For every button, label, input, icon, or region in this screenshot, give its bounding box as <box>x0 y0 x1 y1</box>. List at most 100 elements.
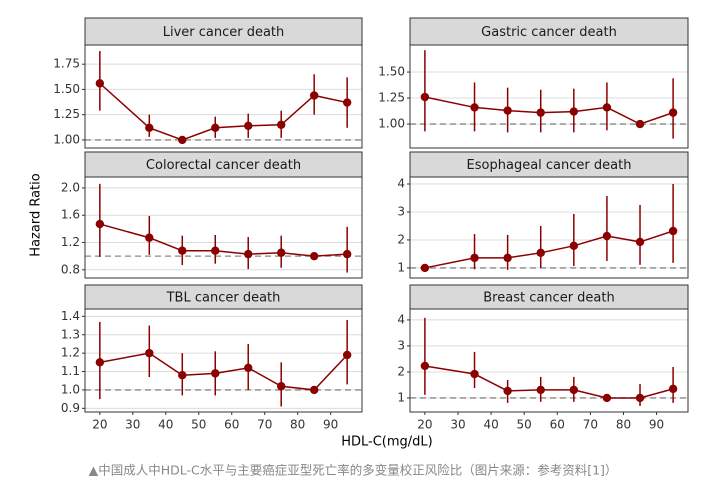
point <box>277 120 286 129</box>
point <box>145 233 154 242</box>
x-tick-label: 60 <box>550 418 565 432</box>
point <box>244 121 253 130</box>
y-tick-label: 2.0 <box>61 180 80 194</box>
y-tick-label: 1.6 <box>61 208 80 222</box>
y-tick-label: 1.3 <box>61 327 80 341</box>
point <box>178 135 187 145</box>
point <box>211 123 220 133</box>
y-tick-label: 4 <box>397 312 405 326</box>
point <box>602 231 612 241</box>
point <box>95 79 105 88</box>
line <box>99 352 348 391</box>
x-tick-label: 80 <box>616 418 631 432</box>
point <box>178 246 187 255</box>
panel-title: Breast cancer death <box>483 291 614 306</box>
point <box>635 237 645 247</box>
strip <box>84 151 363 178</box>
point <box>668 384 678 394</box>
y-tick-label: 1.00 <box>378 117 405 131</box>
panel-border <box>409 308 689 413</box>
line <box>99 223 348 257</box>
point <box>145 123 154 133</box>
y-tick-label: 1.25 <box>53 107 80 121</box>
y-tick-label: 1.50 <box>53 82 80 96</box>
point <box>95 219 105 229</box>
panel-title: TBL cancer death <box>166 291 281 306</box>
panel <box>85 309 362 412</box>
point <box>420 92 430 102</box>
x-tick-label: 30 <box>125 418 140 432</box>
point <box>602 103 612 112</box>
x-tick-label: 60 <box>224 418 239 432</box>
y-tick-label: 1.50 <box>378 65 405 79</box>
strip <box>84 284 363 310</box>
point <box>470 369 479 379</box>
point <box>470 103 479 112</box>
y-tick-label: 1.2 <box>61 235 80 249</box>
point <box>420 263 430 273</box>
y-tick-label: 2 <box>397 232 405 246</box>
y-tick-label: 1 <box>397 260 405 274</box>
point <box>602 393 612 403</box>
x-tick-label: 20 <box>417 418 432 432</box>
point <box>244 249 253 259</box>
panel <box>85 177 362 278</box>
point <box>569 385 579 395</box>
point <box>503 253 512 263</box>
x-tick-label: 70 <box>257 418 272 432</box>
x-tick-label: 40 <box>158 418 173 432</box>
panel-title: Liver cancer death <box>163 25 285 40</box>
strip <box>409 284 689 310</box>
y-tick-label: 0.8 <box>61 262 80 276</box>
x-tick-label: 80 <box>290 418 305 432</box>
panel-title: Esophageal cancer death <box>467 158 632 173</box>
y-tick-label: 0.9 <box>61 401 80 415</box>
point <box>668 108 678 117</box>
point <box>569 241 579 251</box>
x-tick-label: 90 <box>649 418 664 432</box>
y-tick-label: 1 <box>397 390 405 404</box>
y-tick-label: 1.1 <box>61 364 80 378</box>
point <box>569 107 579 116</box>
point <box>635 119 645 129</box>
panel-border <box>84 308 363 413</box>
x-tick-label: 40 <box>483 418 498 432</box>
point <box>277 382 286 391</box>
line <box>424 96 674 125</box>
y-tick-label: 4 <box>397 176 405 190</box>
x-tick-label: 30 <box>450 418 465 432</box>
y-tick-label: 1.00 <box>53 132 80 146</box>
panel-title: Colorectal cancer death <box>146 158 301 173</box>
y-tick-label: 1.0 <box>61 382 80 396</box>
y-axis-label: Hazard Ratio <box>29 173 44 256</box>
caption: ▲中国成人中HDL-C水平与主要癌症亚型死亡率的多变量校正风险比（图片来源：参考… <box>89 463 618 478</box>
point <box>309 385 319 395</box>
y-tick-label: 3 <box>397 338 405 352</box>
point <box>470 253 479 263</box>
point <box>635 393 645 403</box>
y-tick-label: 1.75 <box>53 57 80 71</box>
point <box>211 246 220 255</box>
y-tick-label: 3 <box>397 204 405 218</box>
point <box>420 361 430 371</box>
point <box>503 386 512 396</box>
point <box>145 348 154 358</box>
strip <box>409 17 689 46</box>
x-axis-label: HDL-C(mg/dL) <box>341 435 433 450</box>
x-tick-label: 50 <box>517 418 532 432</box>
strip <box>409 151 689 178</box>
x-tick-label: 70 <box>583 418 598 432</box>
point <box>342 249 352 259</box>
point <box>309 251 319 261</box>
y-tick-label: 1.25 <box>378 91 405 105</box>
panel <box>410 45 688 148</box>
point <box>309 91 319 100</box>
strip <box>84 17 363 46</box>
line <box>424 365 674 399</box>
x-tick-label: 50 <box>191 418 206 432</box>
panel-border <box>409 176 689 279</box>
y-tick-label: 1.2 <box>61 346 80 360</box>
panel-title: Gastric cancer death <box>481 25 617 40</box>
point <box>503 106 512 115</box>
